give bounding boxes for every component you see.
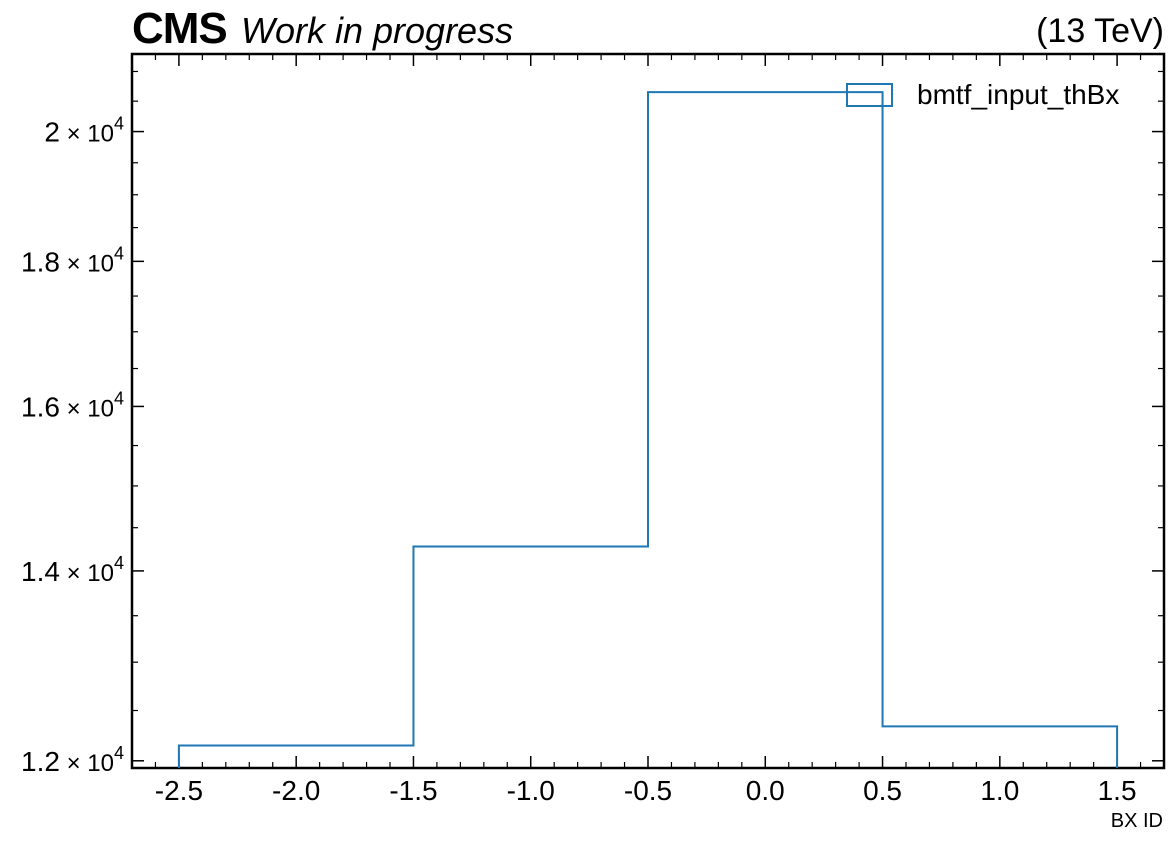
x-axis-label: BX ID: [1111, 810, 1163, 832]
x-tick-label: -2.0: [272, 775, 320, 806]
x-tick-label: -1.0: [507, 775, 555, 806]
series-group: [177, 91, 1119, 768]
minor-ticks: [131, 54, 1165, 768]
x-tick-label: 1.0: [980, 775, 1019, 806]
x-tick-label: -1.5: [389, 775, 437, 806]
legend: bmtf_input_thBx: [846, 79, 1119, 110]
x-tick-label: 0.0: [746, 775, 785, 806]
energy-label: (13 TeV): [1036, 12, 1164, 50]
legend-label: bmtf_input_thBx: [917, 79, 1119, 110]
y-tick-label: 1.8 × 104: [21, 243, 124, 277]
y-tick-label: 1.4 × 104: [21, 553, 124, 587]
y-axis: 1.2 × 104 1.4 × 104 1.6 × 104 1.8 × 104 2 × …: [21, 114, 1164, 777]
x-tick-label: -2.5: [155, 775, 203, 806]
series-step-line: [177, 91, 1119, 768]
y-tick-label: 1.2 × 104: [21, 743, 124, 777]
x-tick-label: -0.5: [624, 775, 672, 806]
x-axis: -2.5 -2.0 -1.5 -1.0 -0.5 0.0 0.5 1.0 1.5: [155, 54, 1137, 806]
y-tick-label: 2 × 104: [44, 114, 124, 148]
x-tick-label: 1.5: [1098, 775, 1137, 806]
experiment-label: CMS: [132, 4, 228, 53]
legend-swatch: [846, 83, 893, 107]
y-tick-label: 1.6 × 104: [21, 388, 124, 422]
status-label: Work in progress: [241, 10, 514, 51]
x-tick-label: 0.5: [863, 775, 902, 806]
